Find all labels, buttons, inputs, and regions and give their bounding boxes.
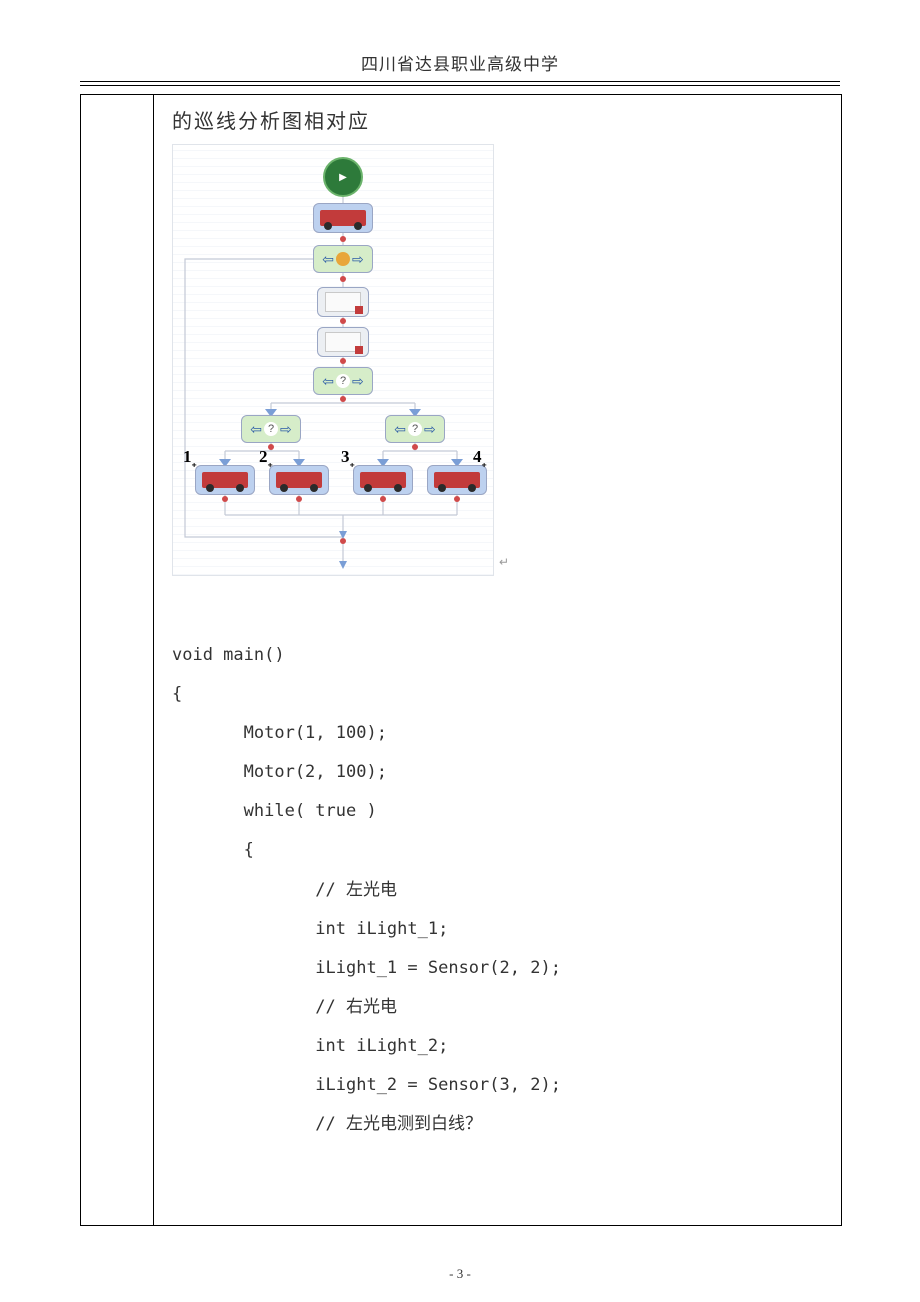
page: 四川省达县职业高级中学 的巡线分析图相对应 [0, 0, 920, 1302]
left-column [81, 95, 154, 1225]
arrow-right-icon: ⇨ [352, 251, 364, 268]
code-line: { [172, 840, 254, 860]
car-icon [276, 472, 322, 488]
code-line: Motor(2, 100); [172, 762, 387, 782]
cond-node-top: ⇦?⇨ [313, 367, 373, 395]
code-block: void main() { Motor(1, 100); Motor(2, 10… [172, 636, 823, 1144]
label-2: 2₊ [259, 447, 273, 469]
intro-text: 的巡线分析图相对应 [172, 105, 823, 134]
code-line: { [172, 684, 182, 704]
arrow-icon: ⇦ [394, 421, 406, 438]
code-line: int iLight_1; [172, 919, 448, 939]
flowchart-diagram: ▶ ⇦⇨ ⇦?⇨ ⇦?⇨ ⇦?⇨ 1₊ 2₊ 3₊ 4₊ ↵ [172, 144, 494, 576]
car-icon [360, 472, 406, 488]
code-line: // 左光电 [172, 880, 397, 900]
code-line: // 右光电 [172, 997, 397, 1017]
code-line: while( true ) [172, 801, 377, 821]
start-node: ▶ [323, 157, 363, 197]
page-footer: - 3 - [0, 1266, 920, 1282]
code-line: void main() [172, 645, 285, 665]
label-1: 1₊ [183, 447, 197, 469]
question-icon: ? [264, 422, 278, 436]
arrow-icon: ⇨ [280, 421, 292, 438]
sensor-node-2 [317, 327, 369, 357]
motor-node-1 [195, 465, 255, 495]
label-3: 3₊ [341, 447, 355, 469]
code-line: // 左光电测到白线？ [172, 1114, 482, 1134]
car-icon [320, 210, 366, 226]
car-icon [434, 472, 480, 488]
arrow-icon: ⇨ [424, 421, 436, 438]
code-line: iLight_2 = Sensor(3, 2); [172, 1075, 561, 1095]
motor-node-4 [427, 465, 487, 495]
question-icon: ? [336, 374, 350, 388]
motor-node-3 [353, 465, 413, 495]
code-line: iLight_1 = Sensor(2, 2); [172, 958, 561, 978]
right-column: 的巡线分析图相对应 [154, 95, 841, 1225]
loop-node: ⇦⇨ [313, 245, 373, 273]
gear-icon [336, 252, 350, 266]
sensor-icon [325, 292, 361, 312]
motor-node-2 [269, 465, 329, 495]
arrow-icon: ⇦ [322, 373, 334, 390]
code-line: Motor(1, 100); [172, 723, 387, 743]
code-line: int iLight_2; [172, 1036, 448, 1056]
header-title: 四川省达县职业高级中学 [80, 50, 840, 81]
cond-node-right: ⇦?⇨ [385, 415, 445, 443]
sensor-icon [325, 332, 361, 352]
paragraph-mark: ↵ [499, 555, 509, 569]
sensor-node-1 [317, 287, 369, 317]
cond-node-left: ⇦?⇨ [241, 415, 301, 443]
arrow-icon: ⇨ [352, 373, 364, 390]
question-icon: ? [408, 422, 422, 436]
arrow-icon: ⇦ [250, 421, 262, 438]
header-rule [80, 81, 840, 86]
car-icon [202, 472, 248, 488]
motor-node-top [313, 203, 373, 233]
start-icon: ▶ [339, 172, 347, 183]
content-table: 的巡线分析图相对应 [80, 94, 842, 1226]
label-4: 4₊ [473, 447, 487, 469]
arrow-left-icon: ⇦ [322, 251, 334, 268]
